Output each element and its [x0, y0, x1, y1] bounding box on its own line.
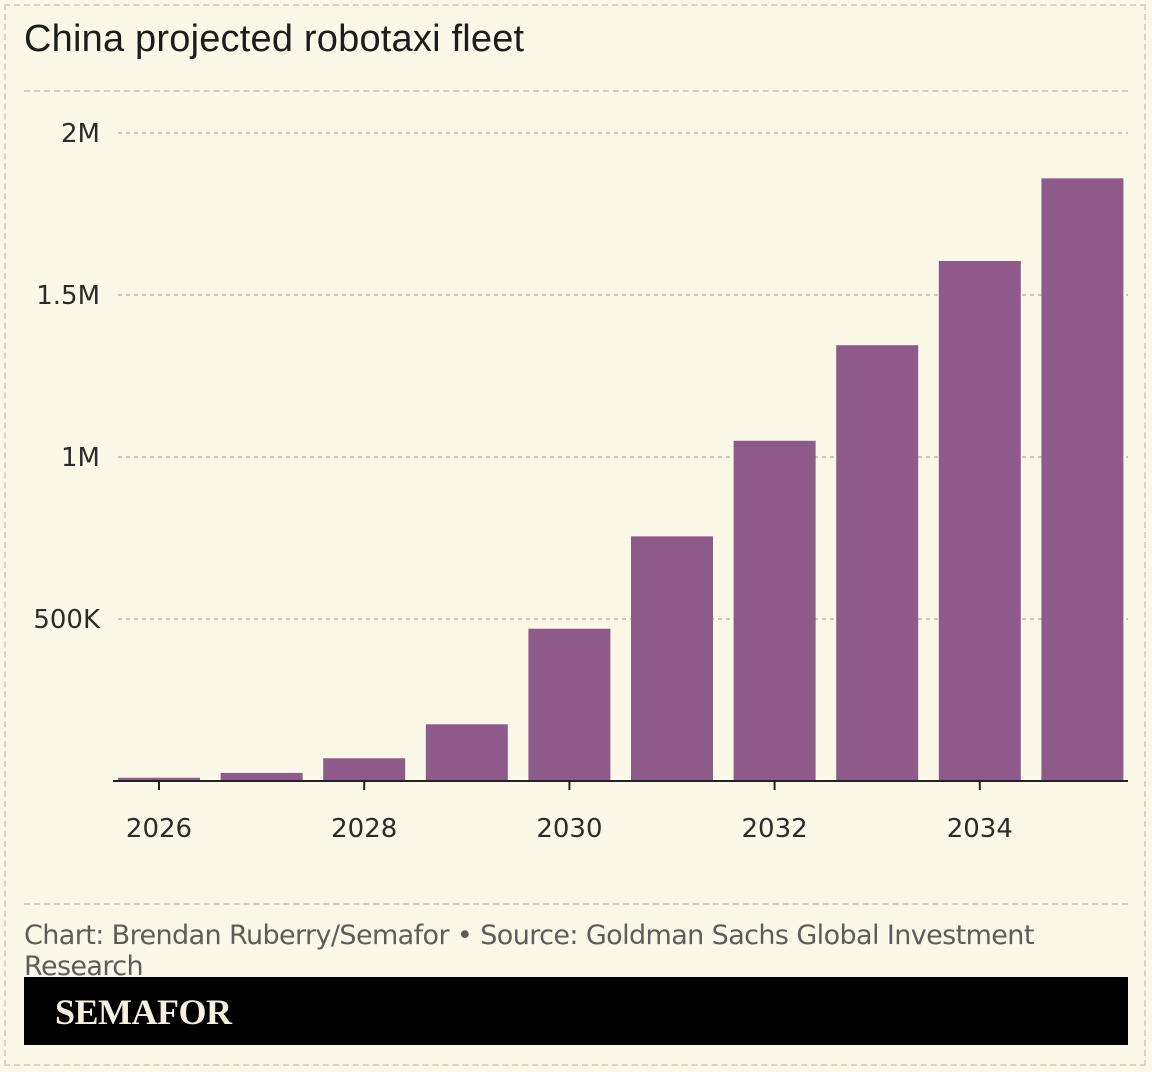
bar: [323, 758, 406, 781]
bottom-divider: [24, 903, 1128, 905]
chart-caption: Chart: Brendan Ruberry/Semafor • Source:…: [24, 920, 1034, 982]
bar: [733, 440, 816, 781]
x-tick-label: 2032: [742, 814, 808, 844]
x-tick-label: 2030: [536, 814, 602, 844]
bar-chart: 500K 1M 1.5M 2M 2026 2028 2030 2032 2034: [33, 119, 1128, 844]
bar: [631, 536, 713, 781]
chart-frame: [4, 4, 1146, 1066]
y-tick-label: 1.5M: [36, 281, 100, 311]
chart-title: China projected robotaxi fleet: [24, 18, 525, 60]
bar: [220, 772, 303, 781]
bar: [938, 260, 1021, 781]
x-tick-label: 2034: [947, 814, 1013, 844]
top-divider: [24, 90, 1128, 92]
x-tick-label: 2028: [331, 814, 397, 844]
brand-bar: SEMAFOR: [24, 977, 1128, 1045]
bar: [118, 777, 200, 781]
y-tick-label: 2M: [61, 119, 100, 149]
bar: [836, 345, 919, 781]
bar: [1041, 178, 1124, 782]
semafor-logo: SEMAFOR: [55, 992, 232, 1032]
y-tick-label: 1M: [61, 443, 100, 473]
y-tick-label: 500K: [33, 605, 101, 635]
bar: [528, 628, 611, 781]
x-tick-label: 2026: [126, 814, 192, 844]
bar: [425, 724, 508, 781]
